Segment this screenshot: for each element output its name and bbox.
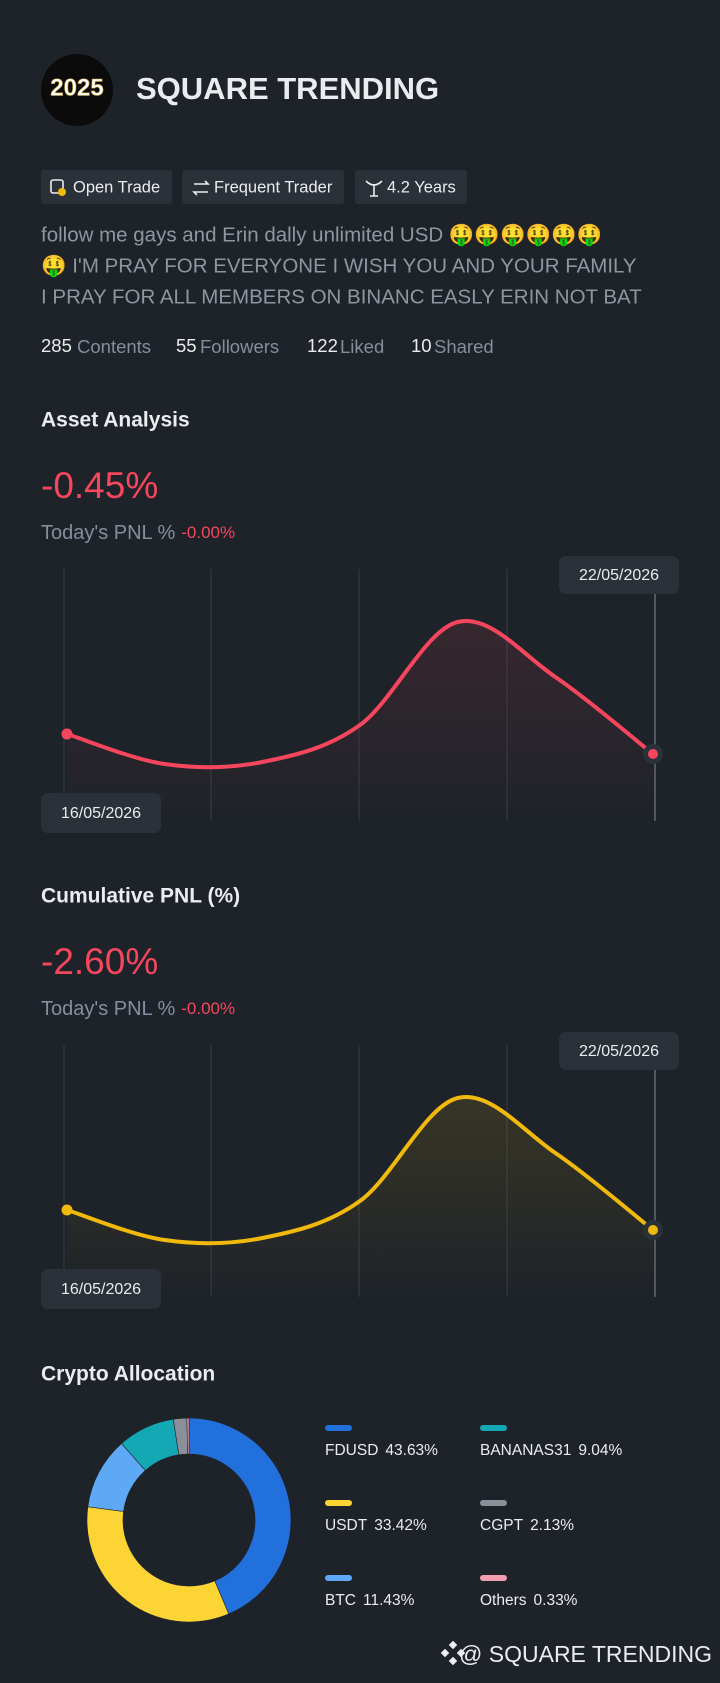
legend-swatch [325,1500,352,1506]
line-point [61,1204,73,1216]
sections: Asset Analysis -0.45% Today's PNL % -0.00% 2… [41,409,679,1309]
legend-swatch [325,1425,352,1431]
legend-swatch [325,1575,352,1581]
legend-name: CGPT [480,1517,524,1534]
legend-value: 2.13% [530,1517,574,1534]
donut-slice [86,1506,230,1623]
line-point [648,1225,658,1235]
bio-line: 🤑 I'M PRAY FOR EVERYONE I WISH YOU AND Y… [41,254,637,278]
tag-box [355,170,467,204]
tooltip-box [559,1032,679,1070]
legend-value: 9.04% [578,1442,622,1459]
pnl-value: -0.00% [181,523,235,542]
legend-value: 11.43% [363,1592,415,1609]
logo-part [440,1648,450,1658]
x-label: 16/05/2026 [61,805,141,822]
logo-part [448,1656,458,1666]
pnl-label: Today's PNL % -0.00% [41,522,235,544]
legend-swatch [480,1575,507,1581]
line [66,1094,655,1246]
x-label: 22/05/2026 [579,567,659,584]
tag-icon [192,180,210,196]
tag-icon [50,179,64,194]
legend-name: Others [480,1592,527,1609]
pnl-label-text: Today's PNL % [41,522,175,544]
section: Asset Analysis -0.45% Today's PNL % -0.00% 2… [41,409,679,833]
legend-swatch [480,1500,507,1506]
tag-label: Open Trade [73,178,160,196]
tooltip-box [559,556,679,594]
pnl-label-text: Today's PNL % [41,998,175,1020]
line-area [67,1096,653,1297]
section-title: Asset Analysis [41,409,190,432]
legend-value: 43.63% [385,1442,438,1459]
stat-label: Contents [77,336,151,357]
legend-swatch [480,1425,507,1431]
tag-box [41,170,172,204]
donut-chart: FDUSD 43.63% USDT 33.42% BTC 11.43% BANANAS31 9… [86,1417,622,1623]
stat-value: 122 [307,335,338,356]
section: Cumulative PNL (%) -2.60% Today's PNL % -0.… [41,885,679,1309]
bio-line: follow me gays and Erin dally unlimited … [41,223,602,247]
section-title: Crypto Allocation [41,1363,215,1386]
legend-name: BANANAS31 [480,1442,571,1459]
line-point [648,749,658,759]
section-title: Cumulative PNL (%) [41,885,240,908]
footer-logo [440,1640,466,1666]
tag-label: 4.2 Years [387,178,456,196]
legend-value: 33.42% [374,1517,427,1534]
line-point [61,728,73,740]
stat-label: Followers [200,336,279,357]
stat-label: Shared [434,336,494,357]
stat-value: 285 [41,335,72,356]
line-area [67,620,653,821]
avatar-text: 2025 [50,74,103,101]
x-label: 16/05/2026 [61,1281,141,1298]
legend-name: FDUSD [325,1442,378,1459]
tag-icon [58,188,66,196]
tooltip-box [41,1269,161,1309]
legend-name: BTC [325,1592,356,1609]
line [66,618,655,770]
tooltip-box [41,793,161,833]
profile-name: SQUARE TRENDING [136,71,439,106]
donut-slice [188,1417,292,1615]
avatar [41,54,113,126]
stats: 285 Contents 55 Followers 122 Liked 10 Shared [41,335,494,357]
footer-text: @ SQUARE TRENDING [459,1641,712,1667]
tag-label: Frequent Trader [214,178,333,196]
tag-box [182,170,344,204]
tag-icon [365,180,383,197]
pnl-label: Today's PNL % -0.00% [41,998,235,1020]
stat-value: 10 [411,335,432,356]
bio-line: I PRAY FOR ALL MEMBERS ON BINANC EASLY E… [41,285,642,308]
legend-value: 0.33% [534,1592,578,1609]
x-label: 22/05/2026 [579,1043,659,1060]
donut-slice [186,1417,190,1455]
logo-part [448,1640,458,1650]
stat-value: 55 [176,335,197,356]
headline-value: -0.45% [41,465,158,506]
stat-label: Liked [340,336,384,357]
pnl-value: -0.00% [181,999,235,1018]
headline-value: -2.60% [41,941,158,982]
legend-name: USDT [325,1517,368,1534]
logo-part [456,1648,466,1658]
tags: Open Trade Frequent Trader 4.2 Years [41,170,467,204]
